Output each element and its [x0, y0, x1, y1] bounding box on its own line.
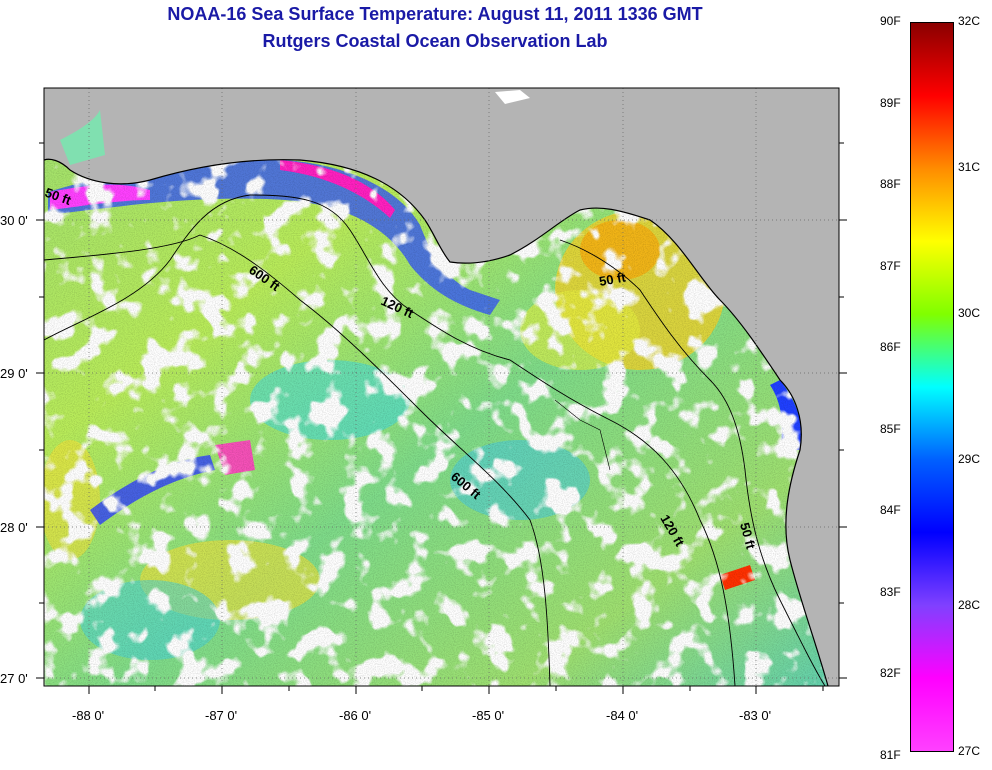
celsius-label: 31C: [958, 160, 981, 174]
celsius-label: 29C: [958, 452, 981, 466]
coastline: [44, 158, 829, 686]
lon-label: -84 0': [606, 708, 638, 723]
fahrenheit-label: 87F: [880, 259, 901, 273]
contour-600ft: [44, 234, 551, 686]
land-mass: [44, 88, 839, 686]
lat-lon-grid: [44, 88, 839, 686]
lat-label: 30 0': [0, 213, 28, 228]
axis-ticks: [36, 142, 847, 694]
map-title: NOAA-16 Sea Surface Temperature: August …: [167, 4, 703, 24]
fahrenheit-label: 84F: [880, 503, 901, 517]
fahrenheit-label: 81F: [880, 748, 901, 762]
map-frame: [43, 87, 840, 687]
fahrenheit-label: 89F: [880, 96, 901, 110]
fahrenheit-label: 85F: [880, 422, 901, 436]
lat-label: 27 0': [0, 671, 28, 686]
temperature-colorbar: [910, 22, 954, 752]
axis-labels: -88 0' -87 0' -86 0' -85 0' -84 0' -83 0…: [0, 213, 771, 723]
celsius-label: 32C: [958, 14, 981, 28]
map-plot-area: 600 ft 120 ft 600 ft 120 ft 50 ft 50 ft …: [44, 88, 839, 686]
fahrenheit-label: 83F: [880, 585, 901, 599]
fahrenheit-label: 90F: [880, 14, 901, 28]
lon-label: -86 0': [339, 708, 371, 723]
fahrenheit-label: 82F: [880, 666, 901, 680]
lon-label: -88 0': [72, 708, 104, 723]
celsius-label: 28C: [958, 598, 981, 612]
lon-label: -83 0': [739, 708, 771, 723]
map-subtitle: Rutgers Coastal Ocean Observation Lab: [262, 31, 608, 51]
lon-label: -87 0': [205, 708, 237, 723]
fahrenheit-label: 86F: [880, 340, 901, 354]
lon-label: -85 0': [472, 708, 504, 723]
lat-label: 29 0': [0, 366, 28, 381]
celsius-label: 27C: [958, 744, 981, 758]
lat-label: 28 0': [0, 520, 28, 535]
contour-label: 50 ft: [737, 521, 759, 551]
contour-50ft: [559, 239, 826, 686]
celsius-label: 30C: [958, 306, 981, 320]
contour-label: 50 ft: [598, 269, 628, 289]
fahrenheit-label: 88F: [880, 177, 901, 191]
